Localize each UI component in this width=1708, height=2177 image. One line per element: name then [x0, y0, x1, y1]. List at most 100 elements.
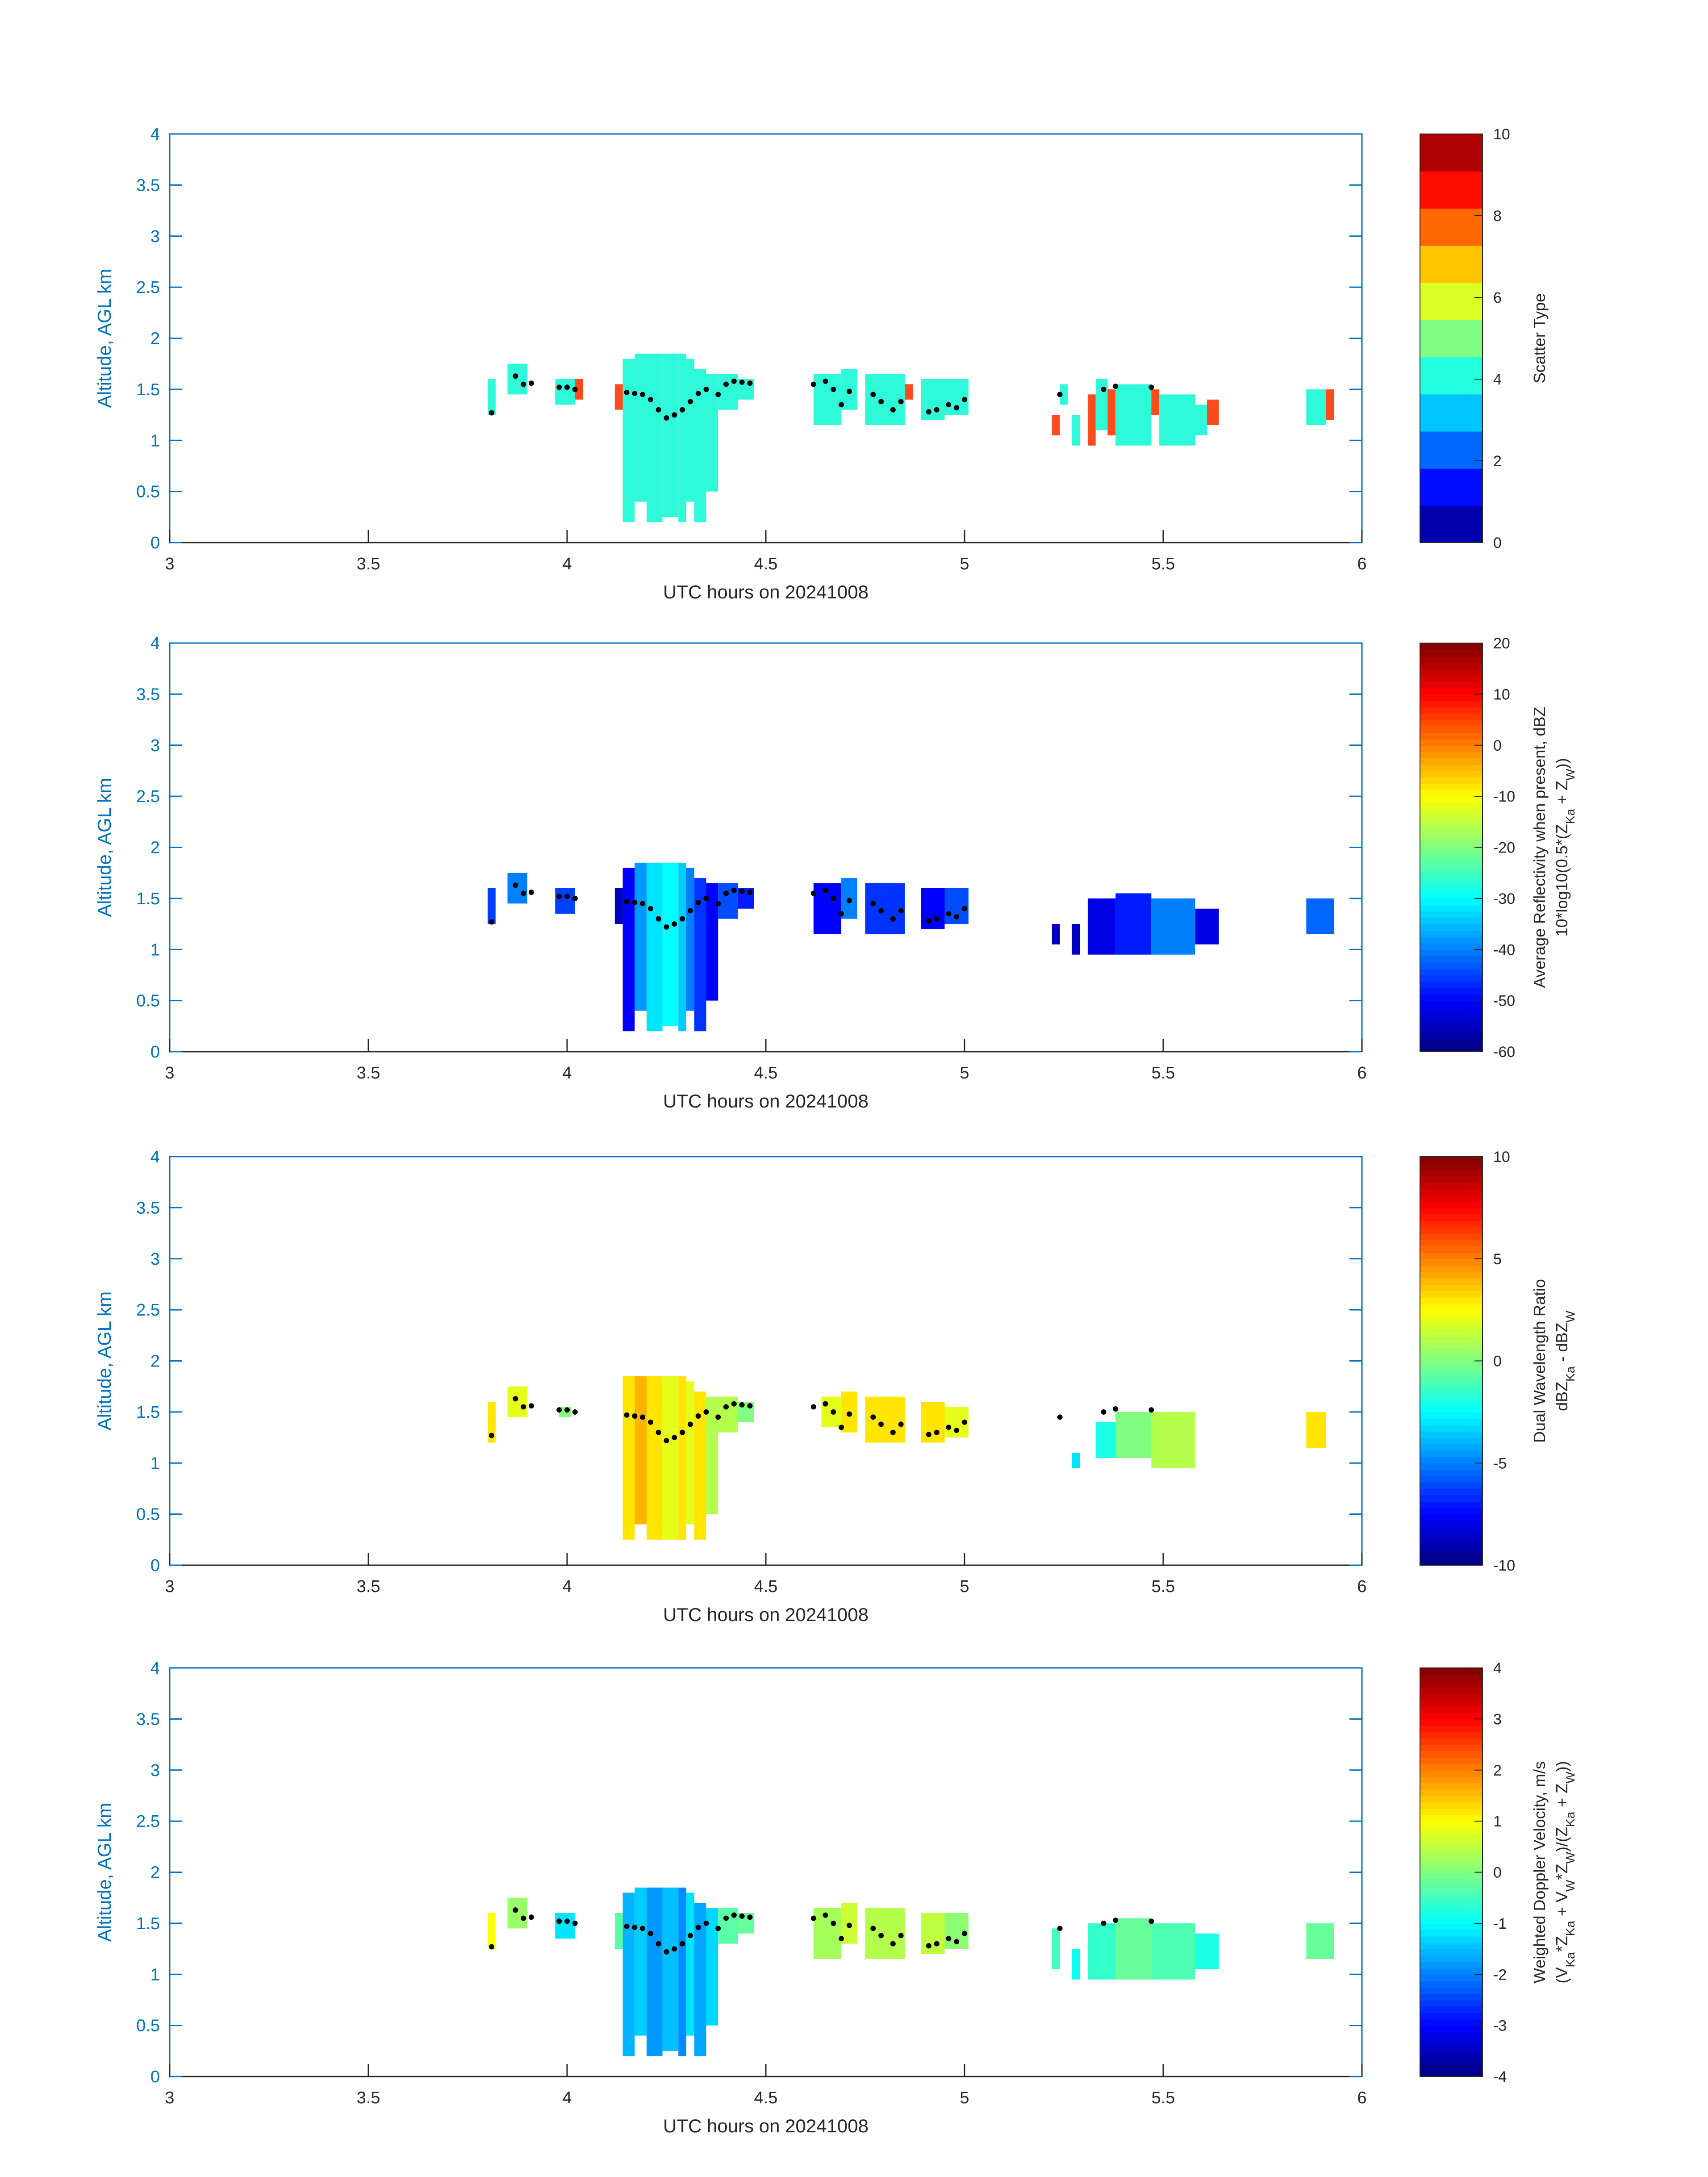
- cloud-base-marker: [703, 1409, 709, 1415]
- colorbar-swatch: [1420, 1495, 1482, 1502]
- data-cell: [1306, 389, 1326, 425]
- y-tick-label: 1: [150, 431, 160, 450]
- y-tick-label: 2.5: [136, 787, 160, 806]
- data-cell: [1087, 898, 1116, 955]
- panel-3: 0 0.5 1 1.5 2 2.5 3 3.5 4 3 3.5 4 4.5 5 5.5 6 UTC hours …: [94, 1148, 1577, 1625]
- colorbar-tick-label: -20: [1493, 840, 1515, 857]
- cloud-base-marker: [823, 887, 828, 893]
- cloud-base-marker: [624, 389, 630, 395]
- cloud-base-marker: [695, 900, 701, 906]
- cloud-base-marker: [564, 1918, 570, 1924]
- data-cell: [1072, 924, 1080, 955]
- colorbar-swatch: [1420, 809, 1482, 816]
- colorbar-swatch: [1420, 1322, 1482, 1330]
- y-tick-label: 1: [150, 940, 160, 959]
- cloud-base-marker: [890, 1429, 896, 1435]
- colorbar-swatch: [1420, 2013, 1482, 2020]
- data-cell: [706, 1908, 718, 2026]
- colorbar-swatch: [1420, 1239, 1482, 1247]
- data-cell: [1306, 898, 1334, 934]
- y-tick-label: 3.5: [136, 1199, 160, 1217]
- x-tick-label: 4: [562, 1064, 572, 1082]
- cloud-base-marker: [1101, 1409, 1107, 1415]
- colorbar-swatch: [1420, 1265, 1482, 1272]
- cloud-base-marker: [934, 1429, 940, 1435]
- cloud-base-marker: [647, 1930, 653, 1936]
- y-tick-label: 0.5: [136, 2017, 160, 2035]
- colorbar-swatch: [1420, 783, 1482, 790]
- data-cell: [1115, 384, 1152, 446]
- colorbar-swatch: [1420, 892, 1482, 899]
- cloud-base-marker: [1057, 392, 1063, 397]
- colorbar-swatch: [1420, 1680, 1482, 1688]
- colorbar-tick-label: 6: [1493, 289, 1502, 306]
- colorbar-swatch: [1420, 1827, 1482, 1834]
- colorbar-swatch: [1420, 1719, 1482, 1726]
- colorbar-swatch: [1420, 1348, 1482, 1355]
- colorbar-swatch: [1420, 2006, 1482, 2014]
- colorbar-tick-label: -5: [1493, 1455, 1507, 1472]
- x-tick-label: 3: [165, 555, 174, 573]
- colorbar-swatch: [1420, 1885, 1482, 1892]
- colorbar-swatch: [1420, 1783, 1482, 1790]
- cloud-base-marker: [572, 1920, 578, 1926]
- colorbar-swatch: [1420, 1227, 1482, 1234]
- data-cell: [488, 1913, 496, 1949]
- cloud-base-marker: [831, 1409, 836, 1415]
- colorbar-swatch: [1420, 1157, 1482, 1164]
- cloud-base-marker: [647, 906, 653, 911]
- colorbar-swatch: [1420, 1706, 1482, 1713]
- colorbar-swatch: [1420, 1284, 1482, 1291]
- colorbar-swatch: [1420, 796, 1482, 803]
- cloud-base-marker: [528, 1403, 534, 1409]
- cloud-base-marker: [521, 1404, 526, 1410]
- y-tick-label: 4: [150, 1148, 160, 1166]
- x-tick-label: 3: [165, 1577, 174, 1596]
- colorbar-swatch: [1420, 1386, 1482, 1393]
- colorbar-swatch: [1420, 1974, 1482, 1981]
- data-cell: [706, 374, 718, 492]
- cloud-base-marker: [870, 1414, 876, 1420]
- cloud-base-marker: [870, 1926, 876, 1931]
- colorbar-swatch: [1420, 1508, 1482, 1515]
- cloud-base-marker: [846, 1922, 852, 1928]
- data-cell: [865, 374, 905, 425]
- colorbar-swatch: [1420, 1738, 1482, 1745]
- cloud-base-marker: [747, 380, 753, 386]
- data-cell: [921, 1913, 945, 1954]
- cloud-base-marker: [934, 407, 940, 413]
- cloud-base-marker: [556, 1918, 562, 1924]
- colorbar-swatch: [1420, 1776, 1482, 1784]
- data-cell: [1087, 394, 1096, 446]
- colorbar-swatch: [1420, 1233, 1482, 1240]
- y-tick-label: 2.5: [136, 1301, 160, 1320]
- x-tick-label: 4: [562, 555, 572, 573]
- data-cell: [686, 868, 694, 1011]
- colorbar-swatch: [1420, 739, 1482, 746]
- cloud-base-marker: [564, 894, 570, 899]
- y-tick-label: 0.5: [136, 992, 160, 1011]
- colorbar-swatch: [1420, 1981, 1482, 1988]
- data-cell: [662, 353, 679, 517]
- x-tick-label: 3: [165, 2089, 174, 2107]
- colorbar-swatch: [1420, 1968, 1482, 1975]
- y-tick-label: 2: [150, 839, 160, 857]
- x-tick-label: 5.5: [1152, 2089, 1175, 2107]
- x-tick-label: 3.5: [357, 1577, 380, 1596]
- colorbar-tick-label: -50: [1493, 993, 1515, 1010]
- x-axis-label: UTC hours on 20241008: [663, 1091, 869, 1111]
- cloud-base-marker: [680, 1941, 685, 1947]
- cloud-base-marker: [810, 890, 816, 896]
- colorbar-swatch: [1420, 1456, 1482, 1464]
- colorbar-swatch: [1420, 726, 1482, 733]
- cloud-base-marker: [747, 890, 753, 895]
- colorbar-swatch: [1420, 1687, 1482, 1694]
- data-cell: [1195, 405, 1207, 435]
- data-cell: [1087, 1923, 1116, 1980]
- colorbar-swatch: [1420, 1559, 1482, 1566]
- colorbar-swatch: [1420, 770, 1482, 778]
- y-tick-label: 0.5: [136, 1505, 160, 1524]
- cloud-base-marker: [640, 901, 646, 907]
- cloud-base-marker: [556, 894, 562, 899]
- y-tick-label: 4: [150, 125, 160, 144]
